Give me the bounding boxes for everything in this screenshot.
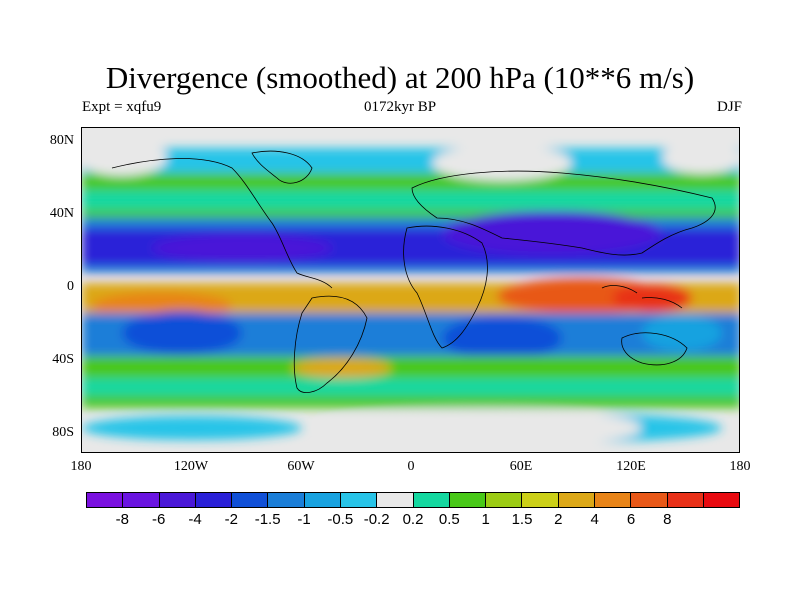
colorbar-tick-label: -1 bbox=[297, 511, 311, 528]
colorbar-swatch bbox=[413, 493, 450, 507]
lat-label-40n: 40N bbox=[49, 206, 74, 221]
colorbar-swatch bbox=[195, 493, 233, 507]
colorbar-tick-label: 4 bbox=[590, 511, 599, 528]
colorbar-swatch bbox=[449, 493, 487, 507]
colorbar-swatch bbox=[340, 493, 378, 507]
lat-label-80s: 80S bbox=[52, 425, 74, 440]
colorbar-tick-label: 0.2 bbox=[402, 511, 424, 528]
colorbar-swatch bbox=[558, 493, 595, 507]
colorbar-tick-label: 8 bbox=[663, 511, 672, 528]
lat-label-40s: 40S bbox=[52, 352, 74, 367]
colorbar-tick-label: -8 bbox=[115, 511, 129, 528]
lon-label-120e: 120E bbox=[616, 459, 646, 474]
lon-label-120w: 120W bbox=[173, 459, 209, 474]
colorbar-swatch bbox=[486, 493, 523, 507]
colorbar-swatch bbox=[594, 493, 632, 507]
lon-label-60w: 60W bbox=[287, 459, 315, 474]
lon-label-180w: 180 bbox=[70, 459, 92, 474]
lon-label-180e: 180 bbox=[729, 459, 751, 474]
coastlines bbox=[111, 150, 716, 393]
colorbar-tick-label: -2 bbox=[224, 511, 238, 528]
colorbar-swatch bbox=[667, 493, 704, 507]
colorbar-swatch bbox=[232, 493, 269, 507]
colorbar-tick-label: -1.5 bbox=[254, 511, 281, 528]
colorbar bbox=[86, 492, 740, 508]
colorbar-tick-label: -6 bbox=[151, 511, 166, 528]
colorbar-swatch bbox=[703, 493, 740, 507]
colorbar-tick-label: 0.5 bbox=[438, 511, 460, 528]
colorbar-swatch bbox=[159, 493, 196, 507]
colorbar-tick-label: -0.2 bbox=[363, 511, 390, 528]
colorbar-swatch bbox=[304, 493, 341, 507]
lon-label-0: 0 bbox=[407, 459, 415, 474]
colorbar-tick-label: -4 bbox=[188, 511, 202, 528]
colorbar-tick-label: 2 bbox=[554, 511, 563, 528]
colorbar-tick-label: -0.5 bbox=[327, 511, 354, 528]
colorbar-tick-label: 1 bbox=[481, 511, 490, 528]
colorbar-tick-label: 1.5 bbox=[511, 511, 533, 528]
colorbar-swatch bbox=[522, 493, 559, 507]
colorbar-swatch bbox=[377, 493, 414, 507]
lat-label-equator: 0 bbox=[67, 279, 74, 294]
lon-label-60e: 60E bbox=[509, 459, 533, 474]
colorbar-swatch bbox=[123, 493, 160, 507]
colorbar-swatch bbox=[268, 493, 305, 507]
divergence-map bbox=[81, 127, 740, 453]
time-label: 0172kyr BP bbox=[363, 99, 437, 115]
plot-title: Divergence (smoothed) at 200 hPa (10**6 … bbox=[105, 60, 695, 95]
experiment-label: Expt = xqfu9 bbox=[82, 99, 162, 115]
season-label: DJF bbox=[716, 99, 742, 115]
colorbar-tick-label: 6 bbox=[626, 511, 636, 528]
map-canvas bbox=[82, 128, 739, 452]
colorbar-swatch bbox=[87, 493, 124, 507]
colorbar-swatch bbox=[631, 493, 668, 507]
lat-label-80n: 80N bbox=[49, 133, 74, 148]
divergence-field bbox=[82, 140, 739, 448]
